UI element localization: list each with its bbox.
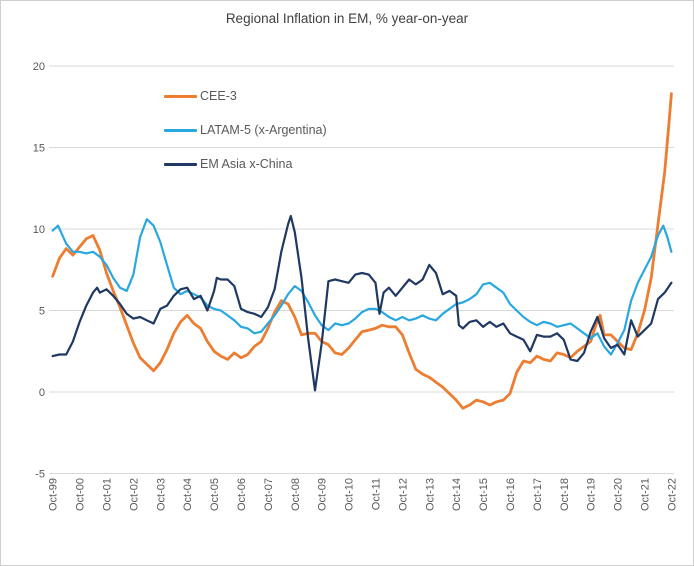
cee3-line-swatch bbox=[164, 94, 197, 98]
y-tick-label-5: 5 bbox=[39, 306, 45, 318]
chart-title: Regional Inflation in EM, % year-on-year bbox=[225, 11, 469, 26]
x-tick-label-Oct-13: Oct-13 bbox=[424, 478, 436, 511]
x-tick-label-Oct-03: Oct-03 bbox=[155, 478, 167, 511]
legend-item-emasia: EM Asia x-China bbox=[164, 147, 327, 181]
latam5-line-swatch bbox=[164, 128, 197, 132]
x-tick-label-Oct-09: Oct-09 bbox=[317, 478, 329, 511]
x-tick-label-Oct-04: Oct-04 bbox=[182, 478, 194, 511]
x-tick-label-Oct-10: Oct-10 bbox=[344, 478, 356, 511]
x-tick-label-Oct-08: Oct-08 bbox=[290, 478, 302, 511]
x-tick-label-Oct-20: Oct-20 bbox=[613, 478, 625, 511]
x-tick-label-Oct-21: Oct-21 bbox=[640, 478, 652, 511]
x-tick-label-Oct-99: Oct-99 bbox=[48, 478, 60, 511]
emasia-line-swatch bbox=[164, 162, 197, 166]
legend-label-emasia: EM Asia x-China bbox=[200, 157, 293, 171]
x-tick-label-Oct-02: Oct-02 bbox=[128, 478, 140, 511]
x-tick-label-Oct-14: Oct-14 bbox=[451, 478, 463, 511]
x-tick-label-Oct-07: Oct-07 bbox=[263, 478, 275, 511]
x-tick-label-Oct-06: Oct-06 bbox=[236, 478, 248, 511]
x-tick-label-Oct-16: Oct-16 bbox=[505, 478, 517, 511]
x-tick-label-Oct-05: Oct-05 bbox=[209, 478, 221, 511]
y-tick-label-15: 15 bbox=[33, 143, 45, 155]
x-tick-label-Oct-18: Oct-18 bbox=[559, 478, 571, 511]
x-tick-label-Oct-22: Oct-22 bbox=[666, 478, 678, 511]
y-tick-label-0: 0 bbox=[39, 387, 45, 399]
x-tick-label-Oct-01: Oct-01 bbox=[102, 478, 114, 511]
y-tick-label-10: 10 bbox=[33, 224, 45, 236]
legend-label-latam5: LATAM-5 (x-Argentina) bbox=[200, 123, 327, 137]
series-line-em-asia-x-china bbox=[51, 214, 673, 392]
chart-legend: CEE-3 LATAM-5 (x-Argentina) EM Asia x-Ch… bbox=[164, 79, 327, 181]
x-tick-label-Oct-12: Oct-12 bbox=[397, 478, 409, 511]
y-tick-label--5: -5 bbox=[35, 469, 45, 481]
y-tick-label-20: 20 bbox=[33, 61, 45, 73]
x-tick-label-Oct-19: Oct-19 bbox=[586, 478, 598, 511]
series-line-cee-3 bbox=[51, 92, 673, 410]
legend-item-latam5: LATAM-5 (x-Argentina) bbox=[164, 113, 327, 147]
legend-label-cee3: CEE-3 bbox=[200, 89, 237, 103]
x-tick-label-Oct-15: Oct-15 bbox=[478, 478, 490, 511]
x-tick-label-Oct-17: Oct-17 bbox=[532, 478, 544, 511]
x-tick-label-Oct-11: Oct-11 bbox=[371, 478, 383, 510]
series-line-latam-5-x-argentina bbox=[51, 218, 673, 356]
legend-item-cee3: CEE-3 bbox=[164, 79, 327, 113]
x-tick-label-Oct-00: Oct-00 bbox=[75, 478, 87, 511]
